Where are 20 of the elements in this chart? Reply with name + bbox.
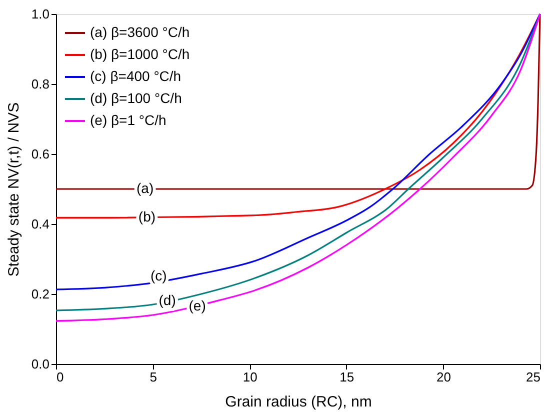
y-tick-label: 0.2: [31, 286, 50, 302]
y-tick-label: 0.8: [31, 76, 50, 92]
legend-label: (c) β=400 °C/h: [90, 68, 182, 84]
y-tick-label: 0.4: [31, 216, 50, 232]
x-tick-label: 15: [340, 370, 354, 384]
x-tick-label: 5: [150, 370, 157, 384]
x-tick-label: 25: [526, 370, 540, 384]
x-axis-title: Grain radius (RC), nm: [225, 394, 372, 410]
y-tick-label: 0.6: [31, 146, 50, 162]
legend-label: (a) β=3600 °C/h: [90, 24, 190, 40]
x-tick-label: 0: [56, 370, 64, 384]
y-tick-label: 0.0: [31, 356, 50, 372]
y-tick-label: 1.0: [31, 6, 50, 22]
annotation: (c): [150, 268, 167, 284]
legend-label: (e) β=1 °C/h: [90, 112, 166, 128]
legend-label: (b) β=1000 °C/h: [90, 46, 190, 62]
y-axis-title: Steady state NV(r,t) / NVS: [5, 102, 22, 277]
legend-label: (d) β=100 °C/h: [90, 90, 182, 106]
x-tick-label: 20: [436, 370, 451, 384]
x-tick-label: 10: [242, 370, 258, 384]
